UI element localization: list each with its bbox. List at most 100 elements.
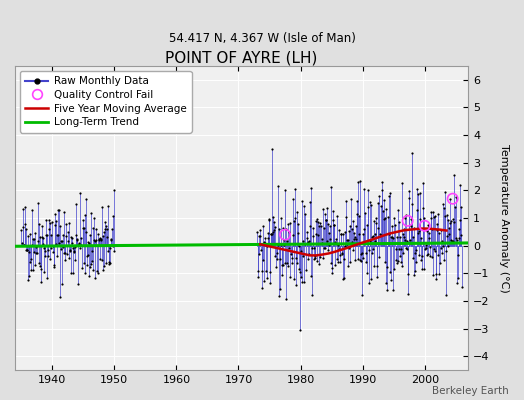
Point xyxy=(398,263,406,269)
Point xyxy=(356,257,365,263)
Point xyxy=(24,232,32,239)
Point xyxy=(442,248,451,254)
Point xyxy=(23,247,31,253)
Point xyxy=(319,255,328,261)
Point xyxy=(438,238,446,244)
Point xyxy=(295,243,303,250)
Point xyxy=(396,253,404,259)
Point xyxy=(54,240,63,247)
Point xyxy=(30,236,39,242)
Point xyxy=(407,222,415,229)
Point xyxy=(370,262,378,269)
Point xyxy=(402,211,410,218)
Point xyxy=(94,231,102,238)
Point xyxy=(354,256,363,262)
Point xyxy=(395,246,403,252)
Point xyxy=(376,231,384,237)
Point xyxy=(261,234,269,241)
Point xyxy=(331,238,339,245)
Point xyxy=(46,219,54,226)
Point xyxy=(421,242,430,248)
Point xyxy=(445,196,454,202)
Point xyxy=(381,205,390,212)
Point xyxy=(359,255,367,261)
Point xyxy=(326,223,334,229)
Point xyxy=(69,270,78,276)
Point xyxy=(427,215,435,222)
Point xyxy=(296,268,304,275)
Point xyxy=(302,229,311,235)
Point xyxy=(361,186,369,192)
Point xyxy=(342,214,351,221)
Point xyxy=(308,244,316,251)
Point xyxy=(296,327,304,333)
Point xyxy=(277,215,285,221)
Point xyxy=(275,292,283,299)
Point xyxy=(388,233,397,240)
Point xyxy=(82,262,91,268)
Point xyxy=(369,218,378,224)
Point xyxy=(372,215,380,222)
Point xyxy=(84,273,93,280)
Point xyxy=(68,235,76,241)
Point xyxy=(67,234,75,240)
Point xyxy=(28,242,37,248)
Point xyxy=(415,252,423,258)
Point xyxy=(264,235,272,242)
Point xyxy=(411,268,419,274)
Point xyxy=(50,222,59,229)
Point xyxy=(314,232,322,238)
Point xyxy=(293,260,301,267)
Point xyxy=(440,257,449,263)
Point xyxy=(321,245,329,251)
Point xyxy=(307,184,315,191)
Point xyxy=(62,233,71,240)
Point xyxy=(287,255,296,261)
Point xyxy=(54,207,62,214)
Point xyxy=(454,235,463,242)
Point xyxy=(445,231,453,238)
Point xyxy=(412,186,421,192)
Point xyxy=(313,258,321,264)
Point xyxy=(63,251,71,257)
Point xyxy=(288,196,297,202)
Point xyxy=(81,229,90,235)
Point xyxy=(93,268,101,274)
Point xyxy=(26,231,35,237)
Point xyxy=(434,251,442,258)
Point xyxy=(400,234,409,241)
Point xyxy=(304,250,313,257)
Point xyxy=(325,242,333,248)
Point xyxy=(292,254,300,261)
Point xyxy=(24,277,32,284)
Point xyxy=(41,216,50,223)
Point xyxy=(259,239,268,246)
Point xyxy=(322,217,330,224)
Point xyxy=(272,264,280,270)
Point xyxy=(23,246,31,253)
Point xyxy=(440,205,448,212)
Point xyxy=(78,265,86,271)
Point xyxy=(283,220,292,227)
Y-axis label: Temperature Anomaly (°C): Temperature Anomaly (°C) xyxy=(499,144,509,292)
Point xyxy=(409,272,418,279)
Point xyxy=(306,199,314,205)
Point xyxy=(388,222,396,229)
Point xyxy=(67,270,75,277)
Point xyxy=(309,225,317,231)
Point xyxy=(71,244,80,250)
Point xyxy=(442,292,450,298)
Point xyxy=(431,213,439,220)
Point xyxy=(346,222,355,229)
Point xyxy=(20,242,28,248)
Point xyxy=(352,236,360,242)
Point xyxy=(85,264,94,270)
Point xyxy=(380,197,388,204)
Point xyxy=(413,230,422,237)
Point xyxy=(357,258,365,264)
Point xyxy=(364,247,373,254)
Point xyxy=(50,264,58,270)
Point xyxy=(433,221,442,227)
Point xyxy=(347,239,356,246)
Point xyxy=(434,211,443,217)
